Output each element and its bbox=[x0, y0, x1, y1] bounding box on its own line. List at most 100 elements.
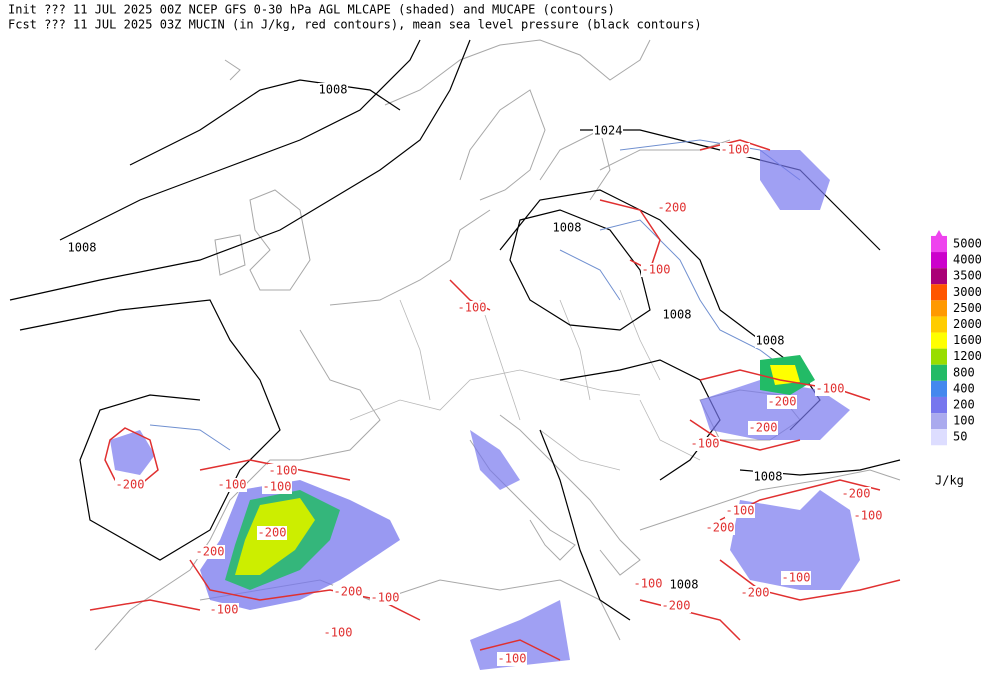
contour-label: -100 bbox=[816, 382, 845, 396]
contour-label-bg bbox=[268, 464, 298, 478]
colorbar-label: 200 bbox=[953, 398, 975, 412]
colorbar-swatch bbox=[931, 268, 947, 285]
contour-label-bg bbox=[669, 578, 699, 592]
colorbar-swatch bbox=[931, 413, 947, 430]
contour-label: -200 bbox=[658, 201, 687, 215]
contour-label-bg bbox=[841, 487, 871, 501]
contour-label: 1008 bbox=[754, 470, 783, 484]
contour-label: -100 bbox=[324, 626, 353, 640]
contour-label: -200 bbox=[842, 487, 871, 501]
contour-label: -100 bbox=[458, 301, 487, 315]
colorbar-swatch bbox=[931, 396, 947, 414]
colorbar-label: 5000 bbox=[953, 237, 982, 251]
colorbar-swatch bbox=[931, 332, 947, 349]
contour-label-bg bbox=[457, 301, 487, 315]
contour-label: 1008 bbox=[68, 241, 97, 255]
colorbar-label: 1200 bbox=[953, 349, 982, 363]
colorbar-swatch bbox=[931, 380, 947, 397]
contour-label: -100 bbox=[269, 464, 298, 478]
colorbar: 5000 4000 3500 3000 2500 2000 1600 1200 800 400 20… bbox=[931, 230, 982, 446]
contour-label: -200 bbox=[706, 521, 735, 535]
contour-label-bg bbox=[720, 143, 750, 157]
contour-label-bg bbox=[552, 221, 582, 235]
contour-label: -100 bbox=[691, 437, 720, 451]
contour-label-bg bbox=[217, 478, 247, 492]
colorbar-label: 400 bbox=[953, 381, 975, 395]
map bbox=[9, 39, 901, 670]
contour-label-bg bbox=[740, 586, 770, 600]
contour-label: -200 bbox=[196, 545, 225, 559]
contour-label: -100 bbox=[218, 478, 247, 492]
contour-label: -200 bbox=[749, 421, 778, 435]
contour-label: 1008 bbox=[756, 334, 785, 348]
colorbar-swatch bbox=[931, 316, 947, 333]
colorbar-label: 4000 bbox=[953, 253, 982, 267]
contour-label-bg bbox=[661, 599, 691, 613]
colorbar-swatch bbox=[931, 252, 947, 269]
colorbar-label: 800 bbox=[953, 365, 975, 379]
colorbar-swatch bbox=[931, 364, 947, 381]
contour-label: -200 bbox=[741, 586, 770, 600]
colorbar-label: 3000 bbox=[953, 285, 982, 299]
colorbar-swatch bbox=[931, 235, 947, 253]
header-line: Init ??? 11 JUL 2025 00Z NCEP GFS 0-30 h… bbox=[8, 3, 615, 17]
contour-label: -100 bbox=[721, 143, 750, 157]
colorbar-swatch bbox=[931, 284, 947, 301]
border bbox=[349, 289, 701, 471]
contour-label-bg bbox=[370, 591, 400, 605]
contour-label-bg bbox=[262, 480, 292, 494]
contour-label-bg bbox=[725, 504, 755, 518]
contour-label-bg bbox=[753, 470, 783, 484]
cape-shading bbox=[110, 150, 860, 670]
contour-label: -200 bbox=[768, 395, 797, 409]
contour-label-bg bbox=[748, 421, 778, 435]
contour-label: -100 bbox=[498, 652, 527, 666]
contour-label: -200 bbox=[116, 478, 145, 492]
colorbar-label: 2500 bbox=[953, 301, 982, 315]
contour-label: -100 bbox=[726, 504, 755, 518]
contour-label: 1008 bbox=[553, 221, 582, 235]
contour-label: -100 bbox=[782, 571, 811, 585]
colorbar-label: 1600 bbox=[953, 333, 982, 347]
colorbar-label: 3500 bbox=[953, 269, 982, 283]
colorbar-swatch bbox=[931, 429, 947, 446]
contour-label: -200 bbox=[258, 526, 287, 540]
contour-labels: 1008 1024 1008 1008 -100 -200 -100 -100 1008 1008… bbox=[67, 83, 883, 666]
contour-label-bg bbox=[318, 83, 348, 97]
contour-label-bg bbox=[690, 437, 720, 451]
contour-label-bg bbox=[853, 509, 883, 523]
contour-label-bg bbox=[641, 263, 671, 277]
contour-label-bg bbox=[755, 334, 785, 348]
contour-label: -100 bbox=[634, 577, 663, 591]
contour-label-bg bbox=[705, 521, 735, 535]
contour-label: 1008 bbox=[319, 83, 348, 97]
contour-label: -100 bbox=[210, 603, 239, 617]
contour-label: -100 bbox=[642, 263, 671, 277]
contour-label: -200 bbox=[334, 585, 363, 599]
contour-label-bg bbox=[67, 241, 97, 255]
contour-label-bg bbox=[781, 571, 811, 585]
colorbar-swatch bbox=[931, 300, 947, 317]
contour-label: -100 bbox=[854, 509, 883, 523]
contour-label-bg bbox=[657, 201, 687, 215]
colorbar-label: 100 bbox=[953, 414, 975, 428]
contour-label: -200 bbox=[662, 599, 691, 613]
contour-label-bg bbox=[497, 652, 527, 666]
contour-label-bg bbox=[209, 603, 239, 617]
contour-label-bg bbox=[195, 545, 225, 559]
header-line: Fcst ??? 11 JUL 2025 03Z MUCIN (in J/kg,… bbox=[8, 18, 702, 32]
contour-label: 1008 bbox=[663, 308, 692, 322]
contour-label: 1024 bbox=[594, 124, 623, 138]
contour-label-bg bbox=[257, 526, 287, 540]
contour-label-bg bbox=[333, 585, 363, 599]
colorbar-unit: J/kg bbox=[935, 474, 964, 488]
colorbar-swatch bbox=[931, 348, 947, 365]
contour-label: -100 bbox=[263, 480, 292, 494]
contour-label: -100 bbox=[371, 591, 400, 605]
colorbar-label: 2000 bbox=[953, 317, 982, 331]
contour-label-bg bbox=[662, 308, 692, 322]
contour-label-bg bbox=[323, 626, 353, 640]
contour-label-bg bbox=[767, 395, 797, 409]
contour-label-bg bbox=[815, 382, 845, 396]
